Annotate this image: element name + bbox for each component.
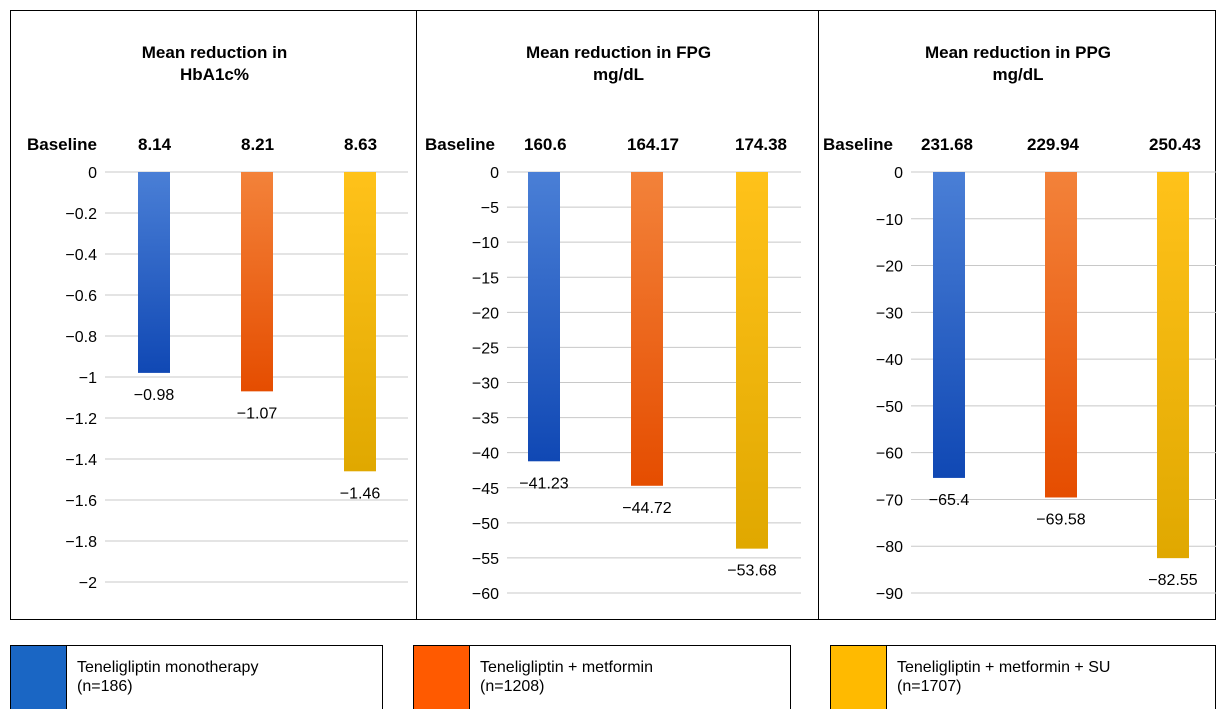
y-tick-label: 0 [894,165,903,182]
chart-title: mg/dL [593,65,644,84]
legend-count: (n=1707) [897,678,962,695]
panel-fpg: Mean reduction in FPG mg/dL Baseline 160.6 1… [416,10,819,620]
data-label: −82.55 [1148,572,1197,589]
y-tick-label: −55 [472,551,499,568]
baseline-label: Baseline [27,135,97,154]
bar-metformin [1045,172,1077,498]
y-tick-label: −1.8 [65,534,97,551]
y-tick-label: −10 [472,235,499,252]
y-tick-label: −80 [876,539,903,556]
baseline-value: 174.38 [735,135,787,154]
bar-monotherapy [138,172,170,373]
y-tick-label: −1.6 [65,493,97,510]
y-tick-label: −1 [79,370,97,387]
baseline-value: 8.14 [138,135,172,154]
y-tick-label: −0.8 [65,329,97,346]
chart-title: Mean reduction in [142,43,287,62]
y-tick-label: −5 [481,200,499,217]
chart-svg: Mean reduction in FPG mg/dL Baseline 160.6 1… [425,43,801,603]
y-tick-label: 0 [88,165,97,182]
chart-svg: Mean reduction in PPG mg/dL Baseline 231.68… [823,43,1216,603]
data-label: −53.68 [727,563,776,580]
baseline-value: 231.68 [921,135,973,154]
legend-label: Teneligliptin monotherapy [77,659,259,676]
baseline-value: 8.21 [241,135,274,154]
bar-metformin-su [1157,172,1189,559]
charts-area: Mean reduction in HbA1c% Baseline 8.14 8.21 8… [10,10,1216,620]
y-tick-label: −0.4 [65,247,97,264]
chart-title: Mean reduction in PPG [925,43,1111,62]
y-tick-label: −10 [876,212,903,229]
y-tick-label: −50 [876,399,903,416]
data-label: −41.23 [519,475,568,492]
bar-metformin [631,172,663,486]
y-tick-label: −35 [472,411,499,428]
y-tick-label: −60 [472,586,499,603]
y-tick-label: −40 [472,446,499,463]
bar-metformin [241,172,273,392]
baseline-value: 164.17 [627,135,679,154]
baseline-label: Baseline [425,135,495,154]
legend-label: Teneligliptin + metformin [480,659,653,676]
baseline-value: 250.43 [1149,135,1201,154]
data-label: −69.58 [1036,511,1085,528]
y-tick-label: −25 [472,340,499,357]
chart-title: Mean reduction in FPG [526,43,711,62]
y-tick-label: −0.2 [65,206,97,223]
data-label: −0.98 [134,387,175,404]
bar-monotherapy [528,172,560,462]
y-tick-label: −0.6 [65,288,97,305]
y-tick-label: 0 [490,165,499,182]
baseline-label: Baseline [823,135,893,154]
y-tick-label: −90 [876,586,903,603]
y-tick-label: −70 [876,492,903,509]
data-label: −1.46 [340,485,381,502]
data-label: −1.07 [237,405,278,422]
legend-count: (n=186) [77,678,133,695]
y-tick-label: −1.4 [65,452,97,469]
bar-metformin-su [736,172,768,549]
data-label: −65.4 [929,492,970,509]
legend-item-metformin-su: Teneligliptin + metformin + SU (n=1707) [830,645,1216,709]
legend-item-metformin: Teneligliptin + metformin (n=1208) [413,645,791,709]
legend-label: Teneligliptin + metformin + SU [897,659,1111,676]
chart-svg: Mean reduction in HbA1c% Baseline 8.14 8.21 8… [27,43,408,592]
legend-swatch [11,646,67,709]
y-tick-label: −2 [79,575,97,592]
y-tick-label: −30 [876,305,903,322]
y-tick-label: −60 [876,446,903,463]
panel-hba1c: Mean reduction in HbA1c% Baseline 8.14 8.21 8… [10,10,417,620]
legend-swatch [414,646,470,709]
legend-swatch [831,646,887,709]
panel-ppg: Mean reduction in PPG mg/dL Baseline 231.68… [818,10,1216,620]
baseline-value: 229.94 [1027,135,1080,154]
legend-item-monotherapy: Teneligliptin monotherapy (n=186) [10,645,383,709]
y-tick-label: −1.2 [65,411,97,428]
y-tick-label: −15 [472,270,499,287]
bar-monotherapy [933,172,965,478]
data-label: −44.72 [622,500,671,517]
chart-title: HbA1c% [180,65,249,84]
legend-count: (n=1208) [480,678,545,695]
y-tick-label: −40 [876,352,903,369]
y-tick-label: −20 [876,259,903,276]
y-tick-label: −50 [472,516,499,533]
y-tick-label: −30 [472,376,499,393]
chart-title: mg/dL [993,65,1044,84]
y-tick-label: −20 [472,305,499,322]
bar-metformin-su [344,172,376,472]
baseline-value: 8.63 [344,135,377,154]
baseline-value: 160.6 [524,135,567,154]
y-tick-label: −45 [472,481,499,498]
